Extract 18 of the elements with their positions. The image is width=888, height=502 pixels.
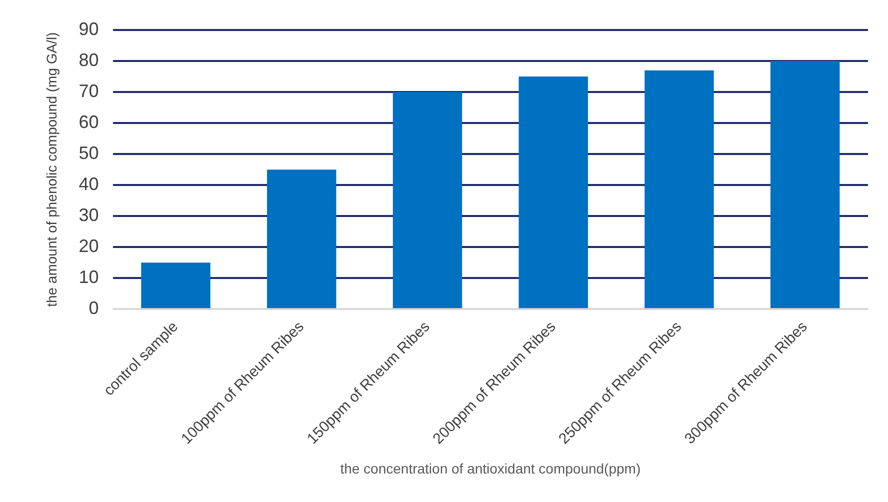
x-axis-title: the concentration of antioxidant compound(ppm): [340, 460, 641, 476]
y-tick-label: 40: [78, 174, 99, 194]
y-axis-title: the amount of phenolic compound (mg GA/l): [43, 32, 60, 307]
bar: [267, 170, 336, 308]
y-tick-label: 50: [78, 143, 99, 164]
y-tick-label: 80: [78, 50, 99, 70]
bar: [644, 70, 714, 308]
bar: [518, 76, 588, 308]
y-tick-label: 90: [78, 18, 99, 39]
y-tick-label: 10: [78, 267, 99, 288]
bar: [770, 61, 840, 308]
y-tick-label: 0: [88, 298, 99, 318]
y-tick-label: 30: [78, 205, 99, 226]
bar: [392, 92, 462, 308]
y-tick-label: 20: [78, 236, 99, 256]
bar: [141, 262, 210, 308]
y-tick-label: 60: [78, 112, 99, 132]
y-tick-label: 70: [78, 81, 99, 101]
